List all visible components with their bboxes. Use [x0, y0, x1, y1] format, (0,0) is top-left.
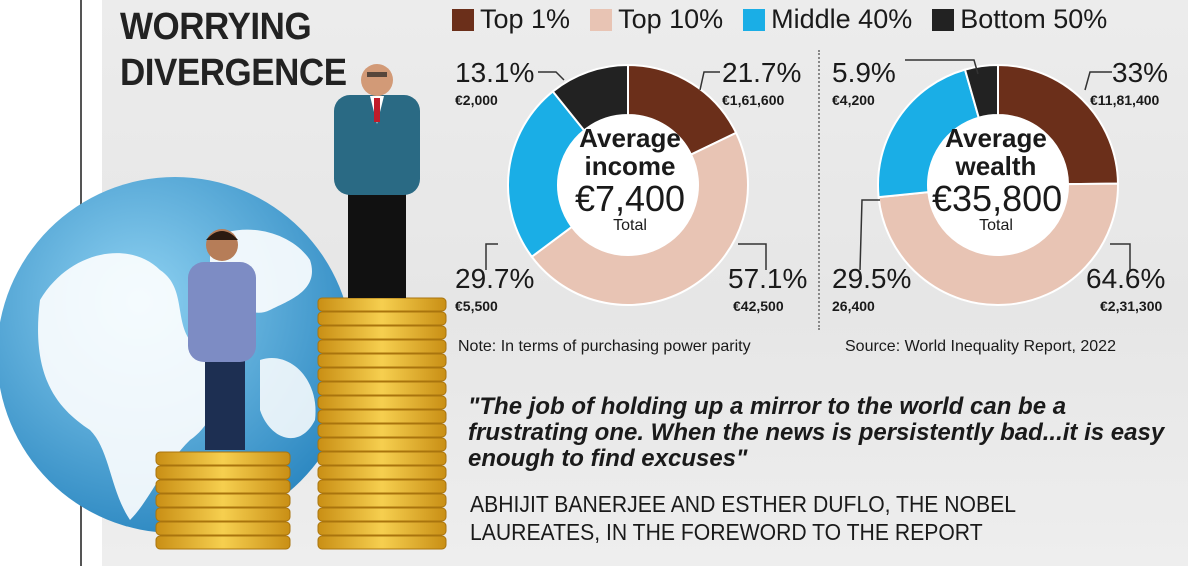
legend-item-top10: Top 10% [590, 4, 723, 35]
coin [155, 521, 291, 536]
coin [155, 465, 291, 480]
coin [317, 493, 447, 508]
coin [317, 325, 447, 340]
income-middle40-pct: 29.7% [455, 263, 535, 294]
coin [317, 507, 447, 522]
wealth-top1-amount: €11,81,400 [1090, 92, 1160, 108]
legend-swatch [590, 8, 613, 31]
coin [317, 339, 447, 354]
income-top1-pct: 21.7% [722, 57, 802, 88]
coin [317, 381, 447, 396]
income-donut-chart [507, 63, 749, 306]
coin [317, 465, 447, 480]
income-top10-amount: €42,500 [733, 298, 784, 314]
coin [317, 451, 447, 466]
tall-coin-stack-image [317, 297, 447, 550]
coin [155, 479, 291, 494]
quote-text: "The job of holding up a mirror to the w… [468, 393, 1165, 472]
donut-hole [558, 115, 698, 255]
coin [317, 437, 447, 452]
source-credit: Source: World Inequality Report, 2022 [845, 338, 1116, 355]
wealth-center-value: €35,800 [932, 178, 1063, 219]
coin [317, 409, 447, 424]
coin [317, 353, 447, 368]
coin [155, 507, 291, 522]
legend-swatch [743, 8, 766, 31]
wealth-middle40-amount: 26,400 [832, 298, 875, 314]
headline-line2: DIVERGENCE [120, 52, 347, 94]
coin [317, 423, 447, 438]
coin [317, 367, 447, 382]
legend-label: Bottom 50% [960, 4, 1108, 34]
wealth-top10-amount: €2,31,300 [1100, 298, 1163, 314]
coin [317, 521, 447, 536]
income-center-label: Average income €7,400 Total [568, 124, 692, 234]
legend-label: Top 10% [618, 4, 724, 34]
legend-label: Top 1% [480, 4, 571, 34]
coin [155, 535, 291, 550]
coin [317, 535, 447, 550]
wealth-middle40-pct: 29.5% [832, 263, 912, 294]
small-coin-stack-image [155, 451, 291, 550]
wealth-center-title: Average wealth [945, 123, 1047, 181]
donut-hole [928, 115, 1068, 255]
chart-divider [818, 50, 820, 330]
coin [317, 311, 447, 326]
chart-legend: Top 1% Top 10% Middle 40% Bottom 50% [452, 4, 1127, 35]
legend-item-middle40: Middle 40% [743, 4, 912, 35]
income-center-sub: Total [613, 217, 647, 234]
label-leader-lines [485, 59, 1131, 271]
coin [155, 451, 291, 466]
legend-label: Middle 40% [771, 4, 913, 34]
wealth-center-sub: Total [979, 217, 1013, 234]
man-casual-figure [188, 229, 256, 450]
wealth-bottom50-amount: €4,200 [832, 92, 875, 108]
income-bottom50-amount: €2,000 [455, 92, 498, 108]
headline-line1: WORRYING [120, 6, 312, 48]
legend-swatch [452, 8, 474, 31]
income-center-value: €7,400 [574, 178, 686, 219]
headline: WORRYING DIVERGENCE [120, 4, 347, 96]
wealth-donut-chart [877, 63, 1120, 306]
legend-item-top1: Top 1% [452, 4, 570, 35]
income-top1-amount: €1,61,600 [722, 92, 785, 108]
coin [317, 479, 447, 494]
footnote: Note: In terms of purchasing power parit… [458, 338, 751, 355]
legend-item-bottom50: Bottom 50% [932, 4, 1107, 35]
man-suit-figure [334, 64, 420, 298]
donut-slice-top-10- [877, 182, 1119, 306]
wealth-top10-pct: 64.6% [1086, 263, 1166, 294]
wealth-top1-pct: 33% [1112, 57, 1169, 88]
income-center-title: Average income [579, 123, 681, 181]
income-top10-pct: 57.1% [728, 263, 808, 294]
quote-attribution: ABHIJIT BANERJEE AND ESTHER DUFLO, THE N… [470, 491, 1016, 545]
coin [155, 493, 291, 508]
coin [317, 395, 447, 410]
income-bottom50-pct: 13.1% [455, 57, 535, 88]
wealth-bottom50-pct: 5.9% [832, 57, 896, 88]
income-middle40-amount: €5,500 [455, 298, 498, 314]
legend-swatch [932, 8, 955, 31]
wealth-center-label: Average wealth €35,800 Total [932, 123, 1063, 234]
